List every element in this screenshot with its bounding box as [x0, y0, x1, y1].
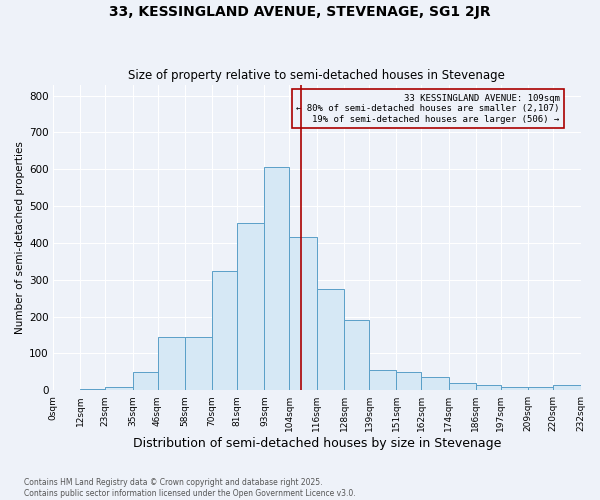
Bar: [421, 378, 449, 390]
X-axis label: Distribution of semi-detached houses by size in Stevenage: Distribution of semi-detached houses by …: [133, 437, 501, 450]
Bar: [265, 168, 289, 390]
Bar: [185, 337, 212, 390]
Bar: [476, 384, 501, 390]
Bar: [158, 337, 185, 390]
Bar: [212, 270, 237, 390]
Bar: [369, 370, 397, 390]
Bar: [317, 289, 344, 390]
Bar: [237, 222, 265, 390]
Bar: [397, 372, 421, 390]
Bar: [501, 386, 528, 390]
Bar: [449, 383, 476, 390]
Bar: [528, 386, 553, 390]
Bar: [344, 320, 369, 390]
Y-axis label: Number of semi-detached properties: Number of semi-detached properties: [15, 141, 25, 334]
Bar: [105, 386, 133, 390]
Bar: [133, 372, 158, 390]
Text: Contains HM Land Registry data © Crown copyright and database right 2025.
Contai: Contains HM Land Registry data © Crown c…: [24, 478, 356, 498]
Bar: [289, 238, 317, 390]
Bar: [553, 384, 581, 390]
Text: 33, KESSINGLAND AVENUE, STEVENAGE, SG1 2JR: 33, KESSINGLAND AVENUE, STEVENAGE, SG1 2…: [109, 5, 491, 19]
Text: 33 KESSINGLAND AVENUE: 109sqm
← 80% of semi-detached houses are smaller (2,107)
: 33 KESSINGLAND AVENUE: 109sqm ← 80% of s…: [296, 94, 559, 124]
Title: Size of property relative to semi-detached houses in Stevenage: Size of property relative to semi-detach…: [128, 69, 505, 82]
